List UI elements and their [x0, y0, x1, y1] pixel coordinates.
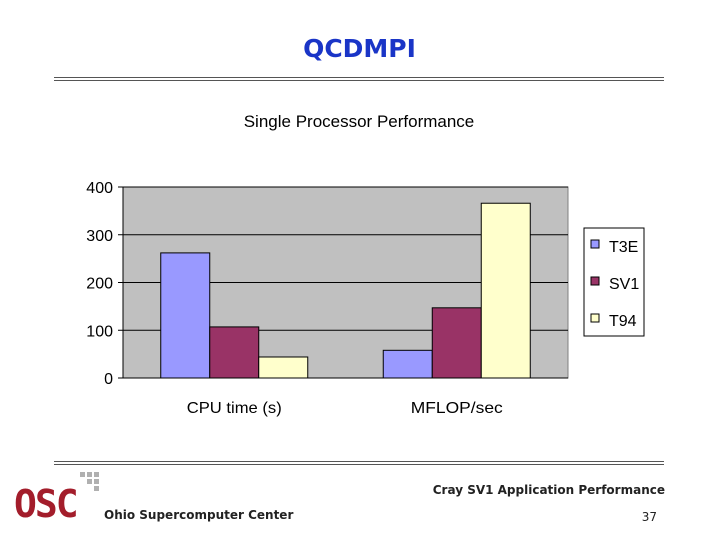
bottom-divider-2	[54, 464, 664, 465]
legend-label-sv1: SV1	[609, 276, 639, 293]
y-axis: 0 100 200 300 400	[86, 180, 124, 388]
bottom-divider	[54, 461, 664, 462]
logo-text: OSC	[14, 482, 79, 526]
x-tick-label: MFLOP/sec	[411, 400, 503, 417]
slide-title: QCDMPI	[303, 34, 416, 63]
top-divider	[54, 77, 664, 78]
bar-sv1-0	[209, 326, 260, 379]
y-tick-label: 300	[86, 228, 113, 245]
legend-swatch-sv1	[590, 276, 600, 286]
chart-title: Single Processor Performance	[244, 112, 475, 131]
logo-dots-icon	[80, 472, 100, 492]
legend-label-t3e: T3E	[609, 239, 638, 256]
osc-logo: OSC	[14, 472, 104, 528]
bar-t94-0	[258, 356, 309, 379]
legend: T3E SV1 T94	[583, 227, 645, 337]
legend-swatch-t94	[590, 313, 600, 323]
x-axis: CPU time (s) MFLOP/sec	[123, 377, 568, 417]
top-divider-2	[54, 80, 664, 81]
organization-name: Ohio Supercomputer Center	[104, 508, 294, 522]
y-tick-label: 0	[104, 371, 113, 388]
legend-swatch-t3e	[590, 239, 600, 249]
legend-label-t94: T94	[609, 313, 637, 330]
footer-title: Cray SV1 Application Performance	[432, 483, 665, 497]
bar-sv1-1	[431, 307, 482, 379]
page-number: 37	[641, 510, 657, 524]
bar-t94-1	[480, 202, 531, 379]
y-tick-label: 400	[86, 180, 113, 197]
bars	[160, 202, 531, 379]
y-tick-label: 100	[86, 323, 113, 340]
y-tick-label: 200	[86, 276, 113, 293]
bar-t3e-0	[160, 252, 211, 379]
x-tick-label: CPU time (s)	[187, 400, 282, 417]
bar-chart: Single Processor Performance 0 100 200 300 4…	[86, 112, 645, 417]
bar-t3e-1	[382, 349, 433, 379]
